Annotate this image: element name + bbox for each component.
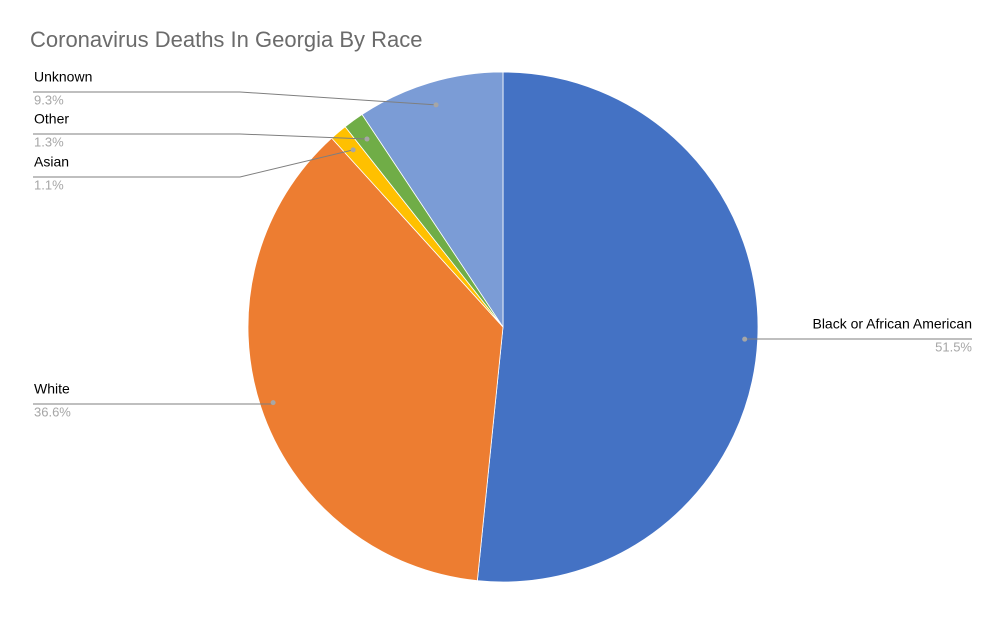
data-label-name: Unknown xyxy=(34,69,92,85)
pie-slice xyxy=(476,71,759,583)
data-label-value: 1.3% xyxy=(34,134,64,149)
leader-line xyxy=(33,133,368,140)
pie-slice xyxy=(247,137,504,582)
leader-dot xyxy=(433,102,439,108)
pie-slice xyxy=(361,71,504,329)
data-label-value: 9.3% xyxy=(34,92,64,107)
leader-dot xyxy=(270,400,276,406)
leader-dot xyxy=(364,136,370,142)
data-label-name: White xyxy=(34,381,70,397)
data-label-value: 51.5% xyxy=(935,339,972,354)
data-label-name: Asian xyxy=(34,154,69,170)
chart-title: Coronavirus Deaths In Georgia By Race xyxy=(30,27,423,52)
leader-line xyxy=(33,91,437,106)
data-label-value: 1.1% xyxy=(34,177,64,192)
data-label-name: Black or African American xyxy=(812,316,972,332)
data-label-value: 36.6% xyxy=(34,404,71,419)
leader-dot xyxy=(742,336,748,342)
leader-dot xyxy=(350,147,356,153)
data-label-name: Other xyxy=(34,111,69,127)
leader-line xyxy=(33,149,354,178)
